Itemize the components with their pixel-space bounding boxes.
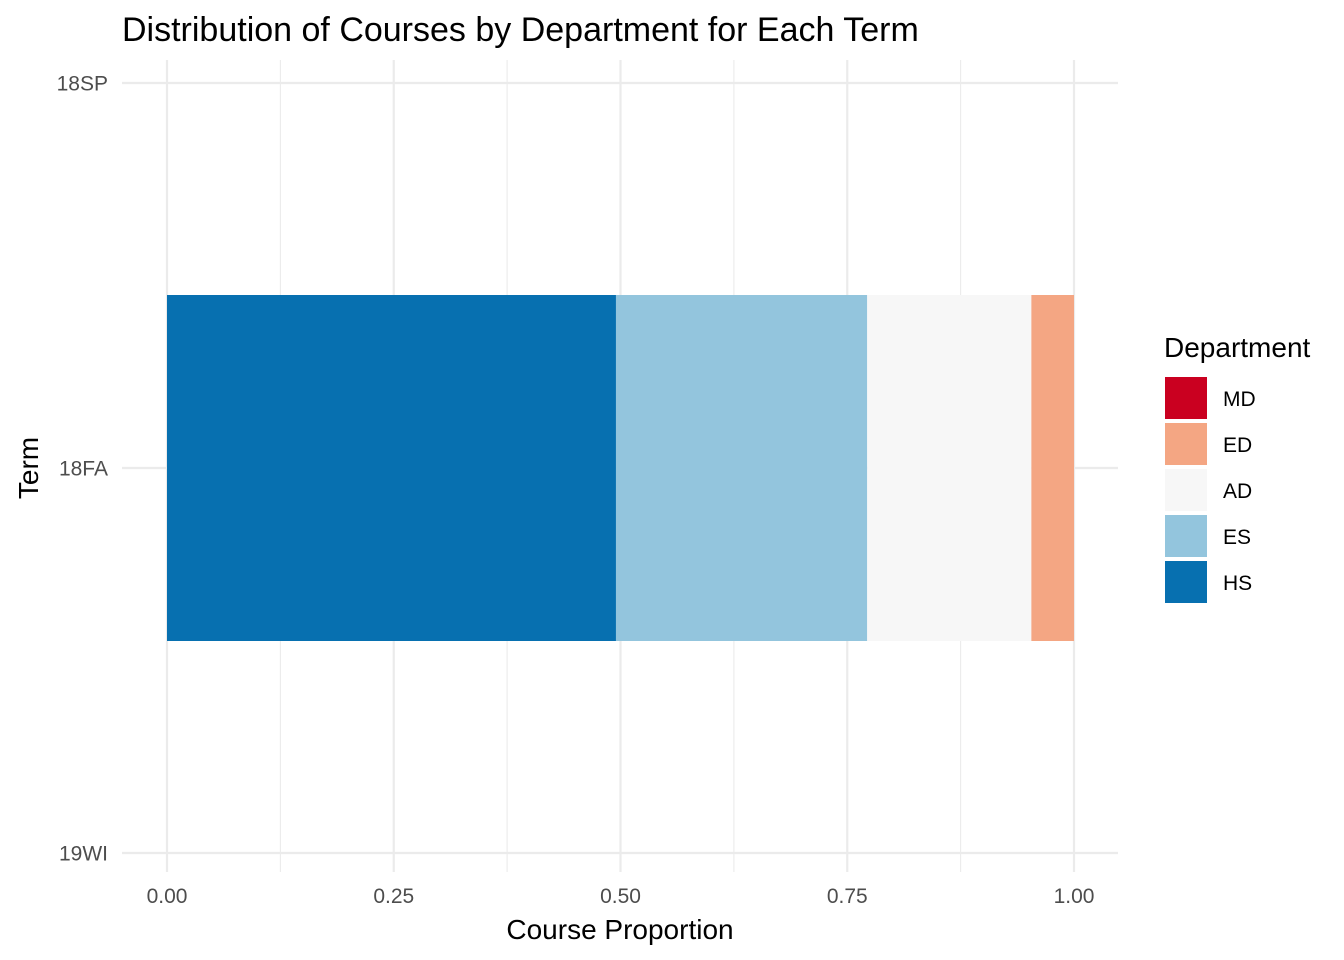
- legend-label-ed: ED: [1223, 434, 1252, 457]
- bar-hs-18fa: [167, 295, 616, 641]
- legend-swatch-hs: [1165, 561, 1207, 603]
- legend-swatch-ad: [1165, 469, 1207, 511]
- y-tick-label: 18SP: [57, 73, 108, 96]
- chart-title: Distribution of Courses by Department fo…: [122, 11, 919, 49]
- legend-label-es: ES: [1223, 526, 1251, 549]
- legend-swatch-es: [1165, 515, 1207, 557]
- x-axis-ticks: 0.00 0.25 0.50 0.75 1.00: [147, 885, 1095, 908]
- bar-ad-18fa: [867, 295, 1032, 641]
- bars: [167, 295, 1074, 641]
- y-tick-label: 19WI: [59, 843, 108, 866]
- legend-label-hs: HS: [1223, 572, 1252, 595]
- legend: Department MD ED AD ES HS: [1164, 332, 1311, 603]
- x-tick-label: 0.25: [373, 885, 414, 908]
- legend-swatch-ed: [1165, 423, 1207, 465]
- legend-label-md: MD: [1223, 388, 1256, 411]
- x-tick-label: 0.50: [600, 885, 641, 908]
- legend-swatch-md: [1165, 377, 1207, 419]
- x-axis-title: Course Proportion: [506, 914, 733, 945]
- x-tick-label: 0.75: [827, 885, 868, 908]
- bar-es-18fa: [615, 295, 868, 641]
- legend-title: Department: [1164, 332, 1311, 363]
- x-tick-label: 1.00: [1054, 885, 1095, 908]
- x-tick-label: 0.00: [147, 885, 188, 908]
- bar-ed-18fa: [1031, 295, 1074, 641]
- y-axis-ticks: 18SP 18FA 19WI: [57, 73, 108, 866]
- legend-label-ad: AD: [1223, 480, 1252, 503]
- y-tick-label: 18FA: [59, 458, 108, 481]
- y-axis-title: Term: [13, 437, 44, 499]
